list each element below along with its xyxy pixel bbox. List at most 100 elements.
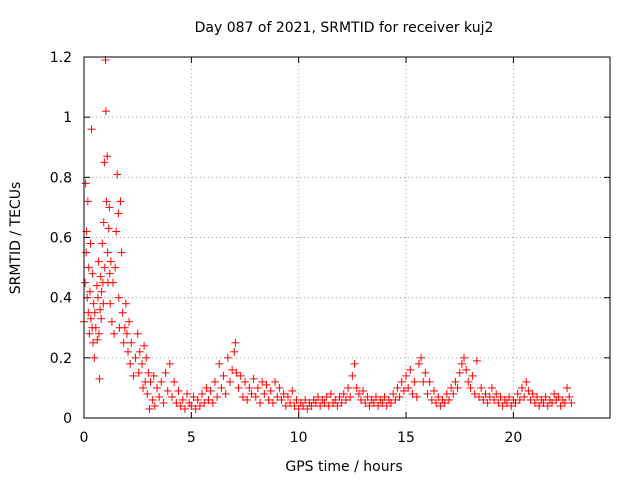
data-point [548, 398, 557, 407]
data-point [144, 368, 153, 377]
data-point [453, 383, 462, 392]
data-point [348, 371, 357, 380]
data-point [554, 392, 563, 401]
data-point [496, 392, 505, 401]
data-point [96, 272, 105, 281]
data-point [378, 398, 387, 407]
data-point [221, 389, 230, 398]
x-tick-label: 0 [80, 430, 89, 446]
data-point [460, 353, 469, 362]
data-point [249, 374, 258, 383]
data-point [129, 371, 138, 380]
data-point [258, 377, 267, 386]
y-tick-label: 0.4 [50, 291, 72, 307]
data-point [208, 398, 217, 407]
data-point [314, 392, 323, 401]
data-point [391, 395, 400, 404]
data-point [457, 359, 466, 368]
y-tick-label: 0 [63, 411, 72, 427]
y-tick-label: 1.2 [50, 50, 72, 66]
data-point [146, 377, 155, 386]
data-point [294, 404, 303, 413]
data-point [363, 392, 372, 401]
data-point [371, 392, 380, 401]
data-point [95, 329, 104, 338]
data-point [104, 224, 113, 233]
data-point [477, 383, 486, 392]
data-point [281, 401, 290, 410]
chart-title: Day 087 of 2021, SRMTID for receiver kuj… [195, 20, 494, 36]
data-point [301, 395, 310, 404]
data-point [143, 389, 152, 398]
y-tick-label: 1 [63, 110, 72, 126]
data-point [365, 401, 374, 410]
data-point [116, 197, 125, 206]
data-point [234, 383, 243, 392]
data-point [127, 338, 136, 347]
y-tick-label: 0.6 [50, 231, 72, 247]
data-point [105, 269, 114, 278]
data-point [126, 359, 135, 368]
data-point [155, 392, 164, 401]
data-point [468, 371, 477, 380]
data-point [215, 359, 224, 368]
data-point [436, 401, 445, 410]
data-point [406, 365, 415, 374]
data-point [331, 395, 340, 404]
data-point [429, 386, 438, 395]
data-point [99, 299, 108, 308]
data-point [170, 377, 179, 386]
data-point [277, 395, 286, 404]
data-point [113, 170, 122, 179]
data-point [124, 347, 133, 356]
data-point [84, 263, 93, 272]
data-point [421, 368, 430, 377]
data-point [511, 398, 520, 407]
data-point [223, 353, 232, 362]
data-point [83, 197, 92, 206]
x-axis-label: GPS time / hours [285, 459, 402, 475]
data-point [142, 353, 151, 362]
data-point [520, 392, 529, 401]
data-point [189, 392, 198, 401]
data-point [228, 365, 237, 374]
data-point [352, 383, 361, 392]
data-point [86, 239, 95, 248]
data-point [395, 392, 404, 401]
data-point [425, 377, 434, 386]
data-point [402, 371, 411, 380]
data-point [178, 395, 187, 404]
data-point [449, 389, 458, 398]
data-point [114, 209, 123, 218]
data-point [266, 386, 275, 395]
data-point [90, 308, 99, 317]
data-point [389, 389, 398, 398]
data-point [335, 392, 344, 401]
data-point [356, 395, 365, 404]
data-point [292, 395, 301, 404]
data-point [176, 401, 185, 410]
data-point [159, 398, 168, 407]
data-point [517, 383, 526, 392]
data-point [81, 278, 90, 287]
data-point [354, 389, 363, 398]
data-point [256, 398, 265, 407]
data-point [432, 398, 441, 407]
data-point [81, 179, 90, 188]
data-point [320, 398, 329, 407]
data-point [290, 401, 299, 410]
data-point [543, 401, 552, 410]
data-point [279, 389, 288, 398]
data-point [90, 353, 99, 362]
data-point [444, 395, 453, 404]
data-point [515, 395, 524, 404]
data-point [191, 404, 200, 413]
data-point [107, 317, 116, 326]
data-point [121, 299, 130, 308]
data-point [346, 392, 355, 401]
data-point [241, 377, 250, 386]
data-point [157, 377, 166, 386]
data-point [198, 389, 207, 398]
data-point [472, 356, 481, 365]
data-point [324, 401, 333, 410]
